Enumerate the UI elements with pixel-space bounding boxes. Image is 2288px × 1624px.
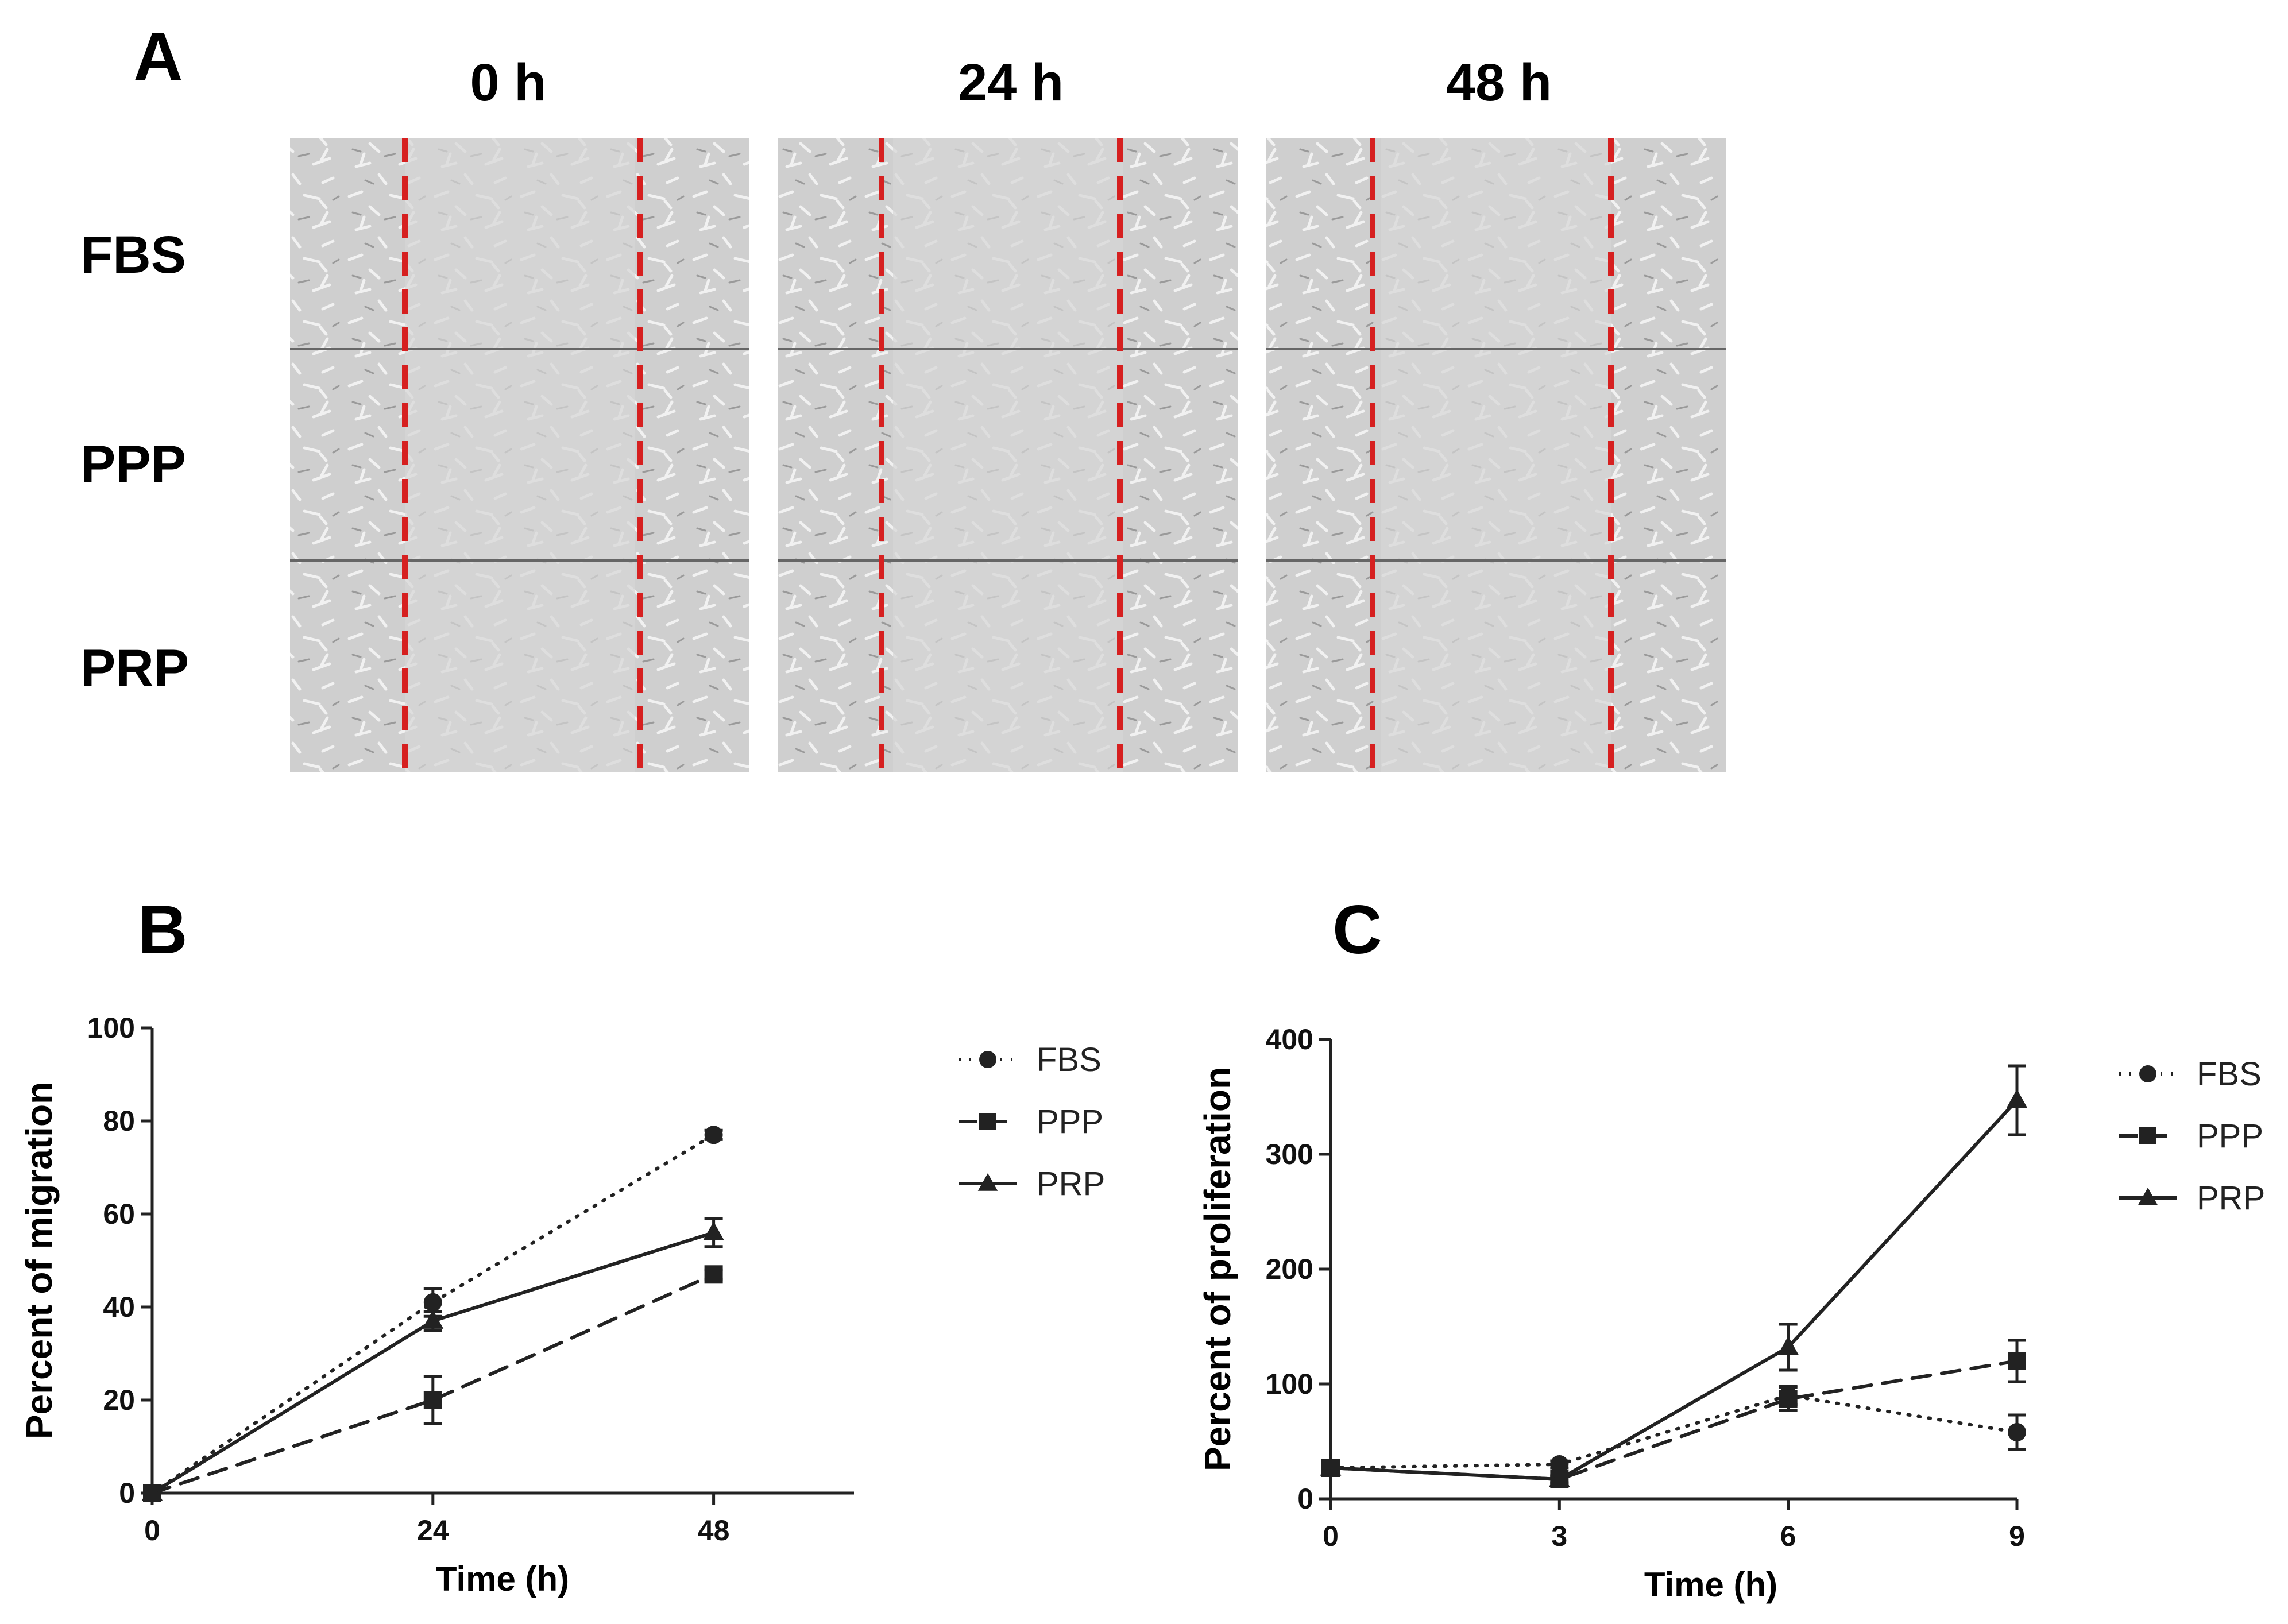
col-label-48h: 48 h xyxy=(1446,53,1552,112)
chart-b-y-tick-label: 100 xyxy=(87,1012,135,1044)
chart-c-prp-point xyxy=(1320,1456,1342,1476)
chart-b-y-tick-label: 60 xyxy=(103,1198,135,1230)
panel-b-label: B xyxy=(138,891,188,968)
chart-c-x-tick-label: 9 xyxy=(2009,1520,2025,1552)
chart-c-fbs-point xyxy=(2008,1423,2026,1441)
chart-b-fbs-line xyxy=(150,1133,716,1495)
row-label-fbs: FBS xyxy=(80,226,186,284)
chart-c-y-tick-label: 100 xyxy=(1266,1368,1313,1400)
chart-b-ppp-legend-marker xyxy=(979,1113,996,1130)
chart-c-x-tick-label: 0 xyxy=(1323,1520,1339,1552)
chart-c-y-tick-label: 300 xyxy=(1266,1138,1313,1170)
chart-c-fbs-legend-label: FBS xyxy=(2197,1055,2262,1093)
col-label-24h: 24 h xyxy=(958,53,1064,112)
chart-b-prp-point xyxy=(422,1310,444,1329)
chart-b-y-tick-label: 0 xyxy=(119,1477,135,1509)
panel-a-grid: 0 h 24 h 48 h FBS PPP PRP xyxy=(80,53,1726,772)
chart-b-prp-point xyxy=(141,1482,163,1501)
chart-c-prp-point xyxy=(1777,1336,1799,1355)
chart-b-x-tick-label: 24 xyxy=(417,1514,449,1546)
chart-c-ppp-point xyxy=(1779,1390,1798,1408)
chart-c-ppp-legend-label: PPP xyxy=(2197,1118,2263,1155)
chart-b-ppp-point xyxy=(704,1265,723,1284)
chart-b-prp-line xyxy=(150,1231,716,1495)
chart-c-prp-line xyxy=(1329,1099,2019,1482)
chart-c-ppp-point xyxy=(2008,1352,2026,1370)
chart-b-prp-legend-marker xyxy=(977,1173,998,1191)
chart-b-prp-legend-label: PRP xyxy=(1037,1165,1105,1202)
chart-c-fbs-legend-marker xyxy=(2139,1065,2156,1082)
chart-c-prp-point xyxy=(2006,1089,2028,1108)
chart-c-x-tick-label: 6 xyxy=(1780,1520,1796,1552)
chart-c-ppp-legend-marker xyxy=(2139,1127,2156,1144)
scratch-gap xyxy=(405,349,635,560)
chart-c-ppp-line xyxy=(1329,1359,2019,1482)
chart-b-ppp-line xyxy=(150,1273,716,1495)
chart-b-y-tick-label: 40 xyxy=(103,1291,135,1323)
chart-b: 0 20 40 60 80 100 0 24 48 Time (h) Percent of migr… xyxy=(18,1012,1105,1598)
chart-b-fbs-point xyxy=(423,1293,442,1312)
scratch-gap xyxy=(893,349,1123,560)
chart-c-y-tick-label: 0 xyxy=(1297,1483,1313,1515)
scratch-gap xyxy=(1381,560,1611,772)
chart-c-fbs-line xyxy=(1329,1393,2019,1470)
scratch-gap xyxy=(893,560,1123,772)
chart-b-y-axis-label: Percent of migration xyxy=(18,1082,60,1439)
chart-c-y-tick-label: 400 xyxy=(1266,1023,1313,1055)
chart-b-x-tick-label: 48 xyxy=(698,1514,730,1546)
chart-c-y-tick-label: 200 xyxy=(1266,1253,1313,1285)
panel-c-label: C xyxy=(1332,891,1382,968)
chart-c-x-tick-label: 3 xyxy=(1551,1520,1567,1552)
chart-c-y-axis-label: Percent of proliferation xyxy=(1197,1067,1238,1471)
chart-b-x-tick-label: 0 xyxy=(144,1514,160,1546)
chart-c-fbs-point xyxy=(1550,1455,1569,1474)
chart-b-ppp-legend-label: PPP xyxy=(1037,1103,1103,1140)
chart-c: 0 100 200 300 400 0 3 6 9 Time (h) Percent of prol… xyxy=(1197,1023,2265,1604)
chart-b-fbs-legend-label: FBS xyxy=(1037,1041,1102,1078)
chart-b-y-tick-label: 20 xyxy=(103,1384,135,1416)
chart-c-prp-legend-label: PRP xyxy=(2197,1180,2265,1217)
chart-c-prp-point xyxy=(1548,1468,1570,1487)
chart-b-y-tick-label: 80 xyxy=(103,1105,135,1137)
col-label-0h: 0 h xyxy=(470,53,547,112)
chart-b-x-axis-label: Time (h) xyxy=(436,1560,569,1598)
chart-b-fbs-point xyxy=(704,1126,723,1144)
panel-a-label: A xyxy=(133,18,183,95)
chart-c-prp-legend-marker xyxy=(2138,1188,2158,1205)
chart-b-prp-point xyxy=(703,1221,724,1240)
row-label-ppp: PPP xyxy=(80,435,186,494)
scratch-gap xyxy=(1381,349,1611,560)
chart-c-x-axis-label: Time (h) xyxy=(1644,1565,1777,1604)
scratch-gap xyxy=(405,138,635,349)
row-label-prp: PRP xyxy=(80,639,189,698)
chart-b-fbs-legend-marker xyxy=(979,1051,996,1068)
scratch-gap xyxy=(405,560,635,772)
scratch-gap xyxy=(1381,138,1611,349)
scratch-gap xyxy=(893,138,1123,349)
chart-b-ppp-point xyxy=(423,1391,442,1409)
